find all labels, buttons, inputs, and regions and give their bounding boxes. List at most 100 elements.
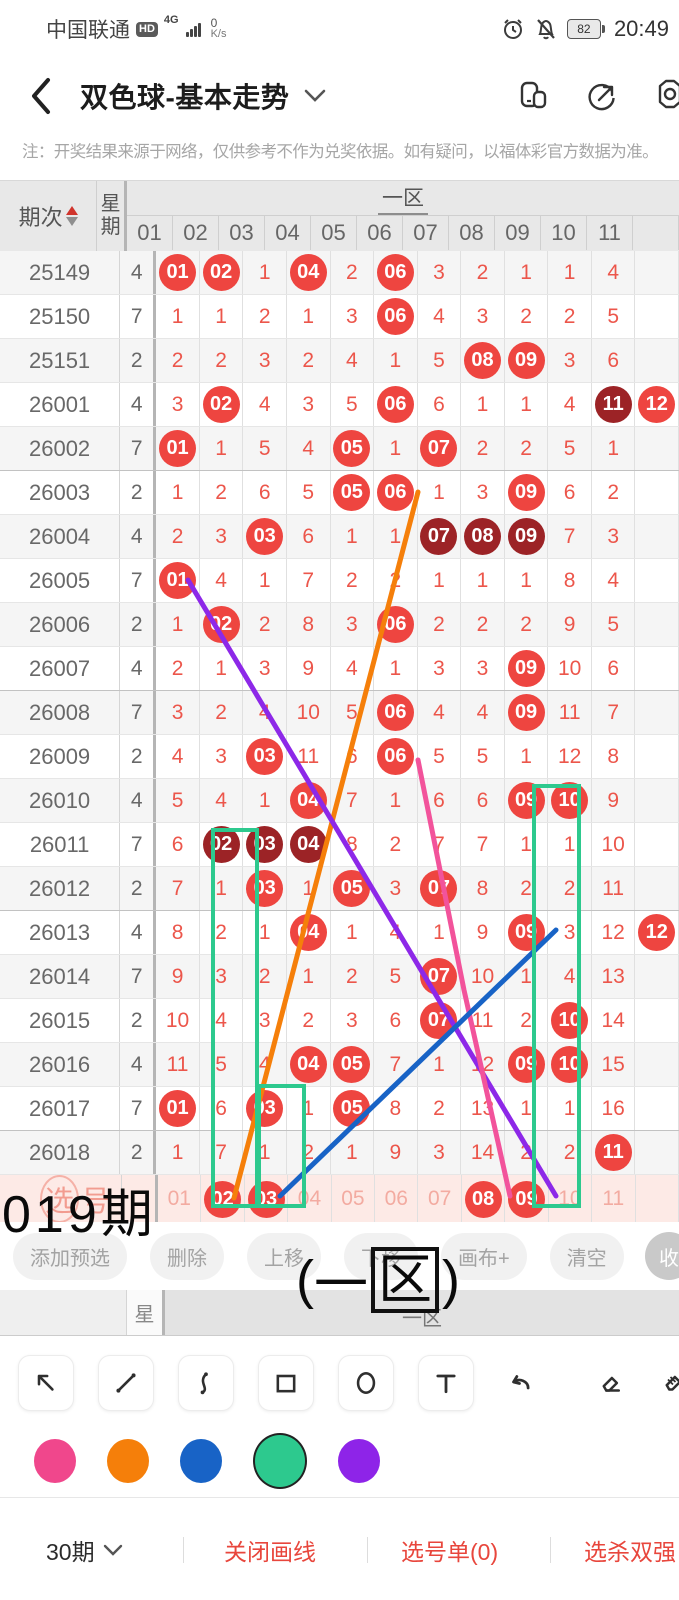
table-row[interactable]: 26002 7 01 1 5 4 05 1 07 2 2 5 1	[0, 427, 679, 471]
table-row[interactable]: 26016 4 11 5 4 04 05 7 1 12 09 10 15	[0, 1043, 679, 1087]
fragment-weekday-header: 星	[127, 1290, 165, 1335]
miss-count: 5	[563, 436, 576, 460]
table-row[interactable]: 26014 7 9 3 2 1 2 5 07 10 1 4 13	[0, 955, 679, 999]
color-swatch-blue[interactable]	[180, 1439, 222, 1483]
table-row[interactable]: 26017 7 01 6 03 1 05 8 2 13 1 1 16	[0, 1087, 679, 1131]
number-cell: 05	[331, 867, 375, 910]
number-cell: 3	[461, 295, 505, 338]
number-cell: 06	[374, 471, 418, 514]
number-cell: 4	[374, 911, 418, 954]
number-cell: 2	[374, 559, 418, 602]
drawn-ball: 07	[420, 430, 458, 467]
number-cell: 11	[592, 1131, 636, 1174]
number-cell: 2	[331, 251, 375, 294]
miss-count: 1	[433, 1052, 445, 1076]
settings-gear-icon[interactable]	[653, 77, 679, 111]
column-headers: 01 02 03 04 05 06 07 08 09 10 11	[127, 216, 679, 250]
table-row[interactable]: 26009 2 4 3 03 11 6 06 5 5 1 12 8	[0, 735, 679, 779]
select-arrow-tool[interactable]	[18, 1354, 74, 1411]
table-row[interactable]: 26003 2 1 2 6 5 05 06 1 3 09 6 2	[0, 471, 679, 515]
miss-count: 4	[258, 1052, 271, 1076]
table-row[interactable]: 25149 4 01 02 1 04 2 06 3 2 1 1 4	[0, 251, 679, 295]
pick-kill-button[interactable]: 选杀双强	[584, 1538, 676, 1565]
toolbar-button[interactable]: 画布+	[441, 1232, 527, 1280]
rectangle-tool[interactable]	[258, 1354, 314, 1411]
number-cell: 2	[287, 999, 331, 1042]
number-cell: 01	[156, 1087, 200, 1130]
color-swatch-pink[interactable]	[34, 1439, 76, 1483]
collapse-button[interactable]: 收	[645, 1232, 679, 1280]
toolbar-button[interactable]: 上移	[247, 1232, 321, 1280]
table-row[interactable]: 26018 2 1 7 1 2 1 9 3 14 2 2 11	[0, 1131, 679, 1175]
table-row[interactable]: 26015 2 10 4 3 2 3 6 07 11 2 10 14	[0, 999, 679, 1043]
number-slip-button[interactable]: 选号单(0)	[401, 1538, 499, 1565]
number-cell: 09	[505, 647, 549, 690]
table-row[interactable]: 26001 4 3 02 4 3 5 06 6 1 1 4 11 12	[0, 383, 679, 427]
miss-count: 1	[302, 1096, 315, 1120]
table-row[interactable]: 25150 7 1 1 2 1 3 06 4 3 2 2 5	[0, 295, 679, 339]
toolbar-button[interactable]: 删除	[150, 1232, 224, 1280]
table-row[interactable]: 26004 4 2 3 03 6 1 1 07 08 09 7 3	[0, 515, 679, 559]
number-cell: 03	[243, 823, 287, 866]
mute-bell-icon	[537, 19, 555, 40]
miss-count: 1	[345, 920, 358, 944]
period-sort-header[interactable]: 期次	[0, 181, 98, 251]
miss-count: 6	[563, 480, 576, 504]
drawn-ball: 09	[507, 342, 545, 379]
eraser-clear-icon[interactable]	[651, 1360, 679, 1404]
miss-count: 7	[345, 788, 358, 812]
number-cell: 2	[505, 867, 549, 910]
miss-count: 3	[433, 1140, 445, 1164]
title-dropdown-icon[interactable]	[303, 89, 327, 103]
miss-count: 5	[258, 436, 271, 460]
period-cell: 26005	[0, 559, 121, 602]
color-swatch-green[interactable]	[253, 1433, 307, 1489]
miss-count: 4	[433, 304, 445, 328]
miss-count: 9	[302, 656, 315, 680]
drawn-ball: 04	[289, 782, 327, 819]
table-row[interactable]: 26008 7 3 2 4 10 5 06 4 4 09 11 7	[0, 691, 679, 735]
back-icon[interactable]	[30, 77, 52, 115]
miss-count: 10	[470, 964, 495, 988]
number-cell: 2	[243, 295, 287, 338]
table-row[interactable]: 26012 2 7 1 03 1 05 3 07 8 2 2 11	[0, 867, 679, 911]
number-cell: 3	[200, 515, 244, 558]
eraser-icon[interactable]	[588, 1361, 632, 1405]
number-cell: 11	[461, 999, 505, 1042]
drawn-ball: 04	[289, 254, 327, 291]
number-cell: 12	[461, 1043, 505, 1086]
miss-count: 2	[302, 1140, 315, 1164]
toolbar-button[interactable]: 清空	[549, 1232, 624, 1280]
table-row[interactable]: 26007 4 2 1 3 9 4 1 3 3 09 10 6	[0, 647, 679, 691]
number-cell	[635, 603, 679, 646]
table-row[interactable]: 26006 2 1 02 2 8 3 06 2 2 2 9 5	[0, 603, 679, 647]
table-row[interactable]: 26011 7 6 02 03 04 8 2 7 7 1 1 10	[0, 823, 679, 867]
line-tool[interactable]	[98, 1354, 154, 1411]
number-cell: 01	[158, 1175, 202, 1223]
curve-tool[interactable]	[178, 1354, 234, 1411]
miss-count: 6	[433, 788, 445, 812]
repeat-ball: 07	[420, 518, 458, 555]
close-drawing-button[interactable]: 关闭画线	[224, 1538, 316, 1565]
number-cell	[635, 779, 679, 822]
period-count-select[interactable]: 30期	[46, 1498, 123, 1600]
miss-count: 3	[345, 612, 358, 636]
ellipse-tool[interactable]	[338, 1354, 394, 1411]
share-icon[interactable]	[585, 79, 619, 113]
number-cell: 4	[156, 735, 200, 778]
table-row[interactable]: 25151 2 2 2 3 2 4 1 5 08 09 3 6	[0, 339, 679, 383]
undo-icon[interactable]	[498, 1361, 542, 1405]
table-row[interactable]: 26005 7 01 4 1 7 2 2 1 1 1 8 4	[0, 559, 679, 603]
alarm-icon	[503, 19, 522, 39]
multi-window-icon[interactable]	[517, 79, 551, 113]
toolbar-button[interactable]: 添加预选	[13, 1232, 127, 1280]
sort-arrows-icon[interactable]	[65, 206, 78, 226]
color-swatch-orange[interactable]	[107, 1439, 149, 1483]
battery-level: 82	[566, 19, 601, 39]
color-swatch-purple[interactable]	[338, 1439, 380, 1483]
table-row[interactable]: 26013 4 8 2 1 04 1 4 1 9 09 3 12 12	[0, 911, 679, 955]
period-cell: 26012	[0, 867, 121, 910]
text-tool[interactable]	[418, 1354, 474, 1411]
table-row[interactable]: 26010 4 5 4 1 04 7 1 6 6 09 10 9	[0, 779, 679, 823]
number-cell: 9	[287, 647, 331, 690]
